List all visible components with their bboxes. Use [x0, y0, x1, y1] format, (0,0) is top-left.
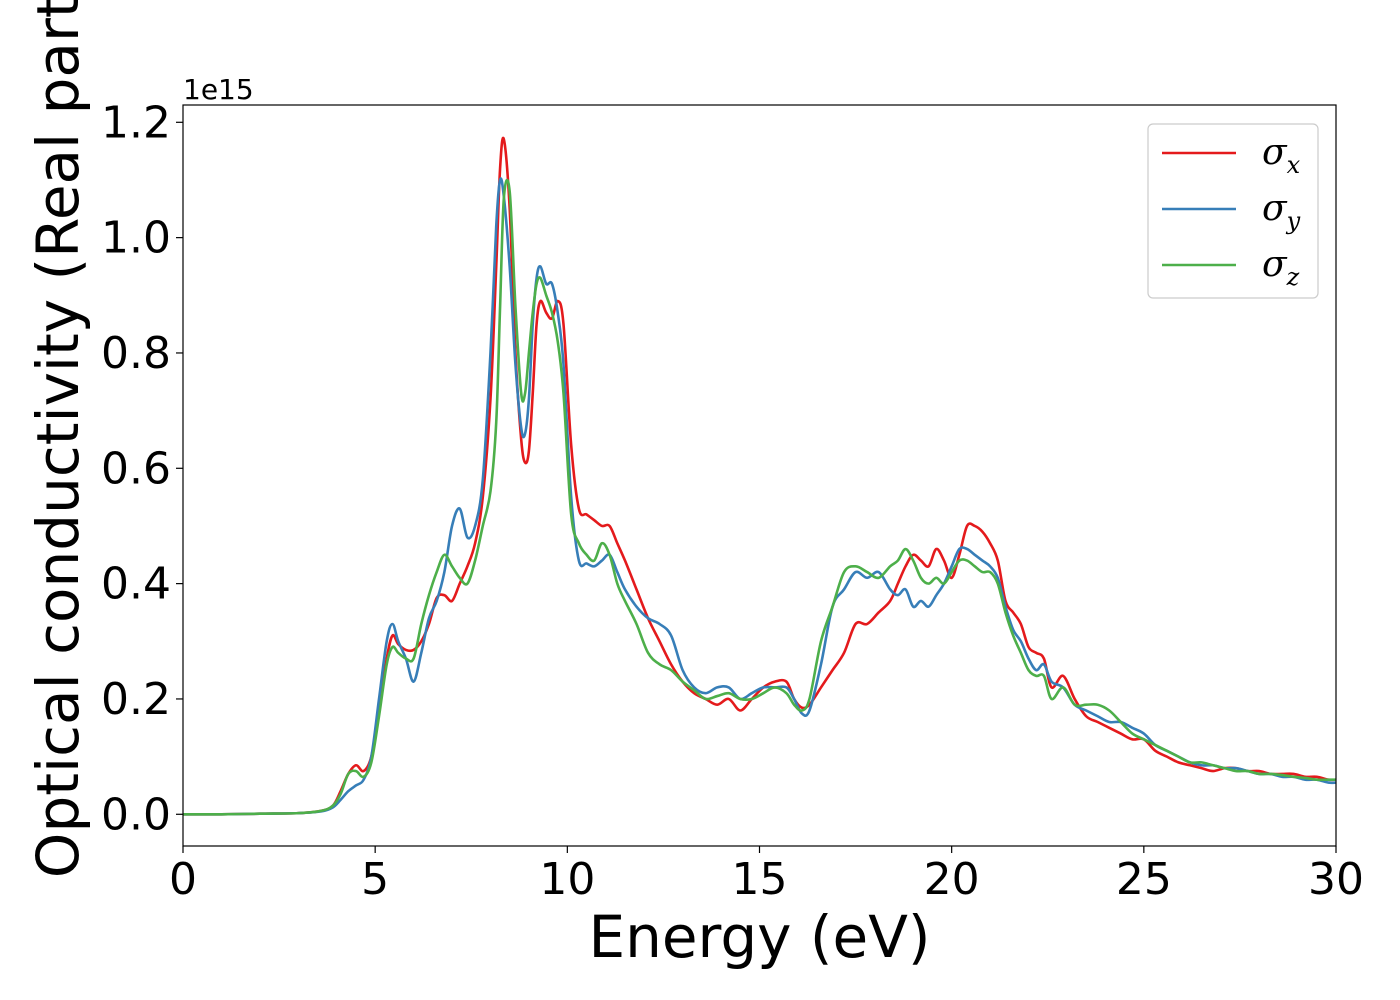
x-tick-label: 30 — [1308, 854, 1364, 905]
x-axis-label: Energy (eV) — [588, 903, 930, 971]
x-tick-label: 15 — [732, 854, 788, 905]
legend-label-z: σz — [1262, 244, 1300, 291]
x-tick-label: 25 — [1116, 854, 1172, 905]
legend-label-x: σx — [1262, 132, 1301, 179]
y-tick-label: 1.2 — [101, 97, 171, 148]
y-offset-label: 1e15 — [183, 73, 254, 106]
x-tick-label: 0 — [169, 854, 197, 905]
y-tick-label: 0.4 — [101, 559, 171, 610]
y-tick-label: 0.6 — [101, 443, 171, 494]
y-tick-label: 0.2 — [101, 674, 171, 725]
x-tick-label: 20 — [924, 854, 980, 905]
legend: σx σy σz — [1147, 123, 1319, 299]
y-axis-label: Optical conductivity (Real part) — [24, 0, 92, 878]
series-line-z — [183, 178, 1336, 816]
x-axis-ticks: 0 5 10 15 20 25 30 — [169, 846, 1364, 905]
x-tick-label: 10 — [539, 854, 595, 905]
legend-box — [1147, 123, 1319, 299]
y-tick-label: 0.8 — [101, 328, 171, 379]
series-line-x — [183, 136, 1336, 816]
x-tick-label: 5 — [361, 854, 389, 905]
y-tick-label: 1.0 — [101, 213, 171, 264]
y-tick-label: 0.0 — [101, 789, 171, 840]
series-layer — [183, 136, 1336, 816]
y-axis-ticks: 0.0 0.2 0.4 0.6 0.8 1.0 1.2 — [101, 97, 183, 840]
legend-label-y: σy — [1262, 188, 1301, 235]
